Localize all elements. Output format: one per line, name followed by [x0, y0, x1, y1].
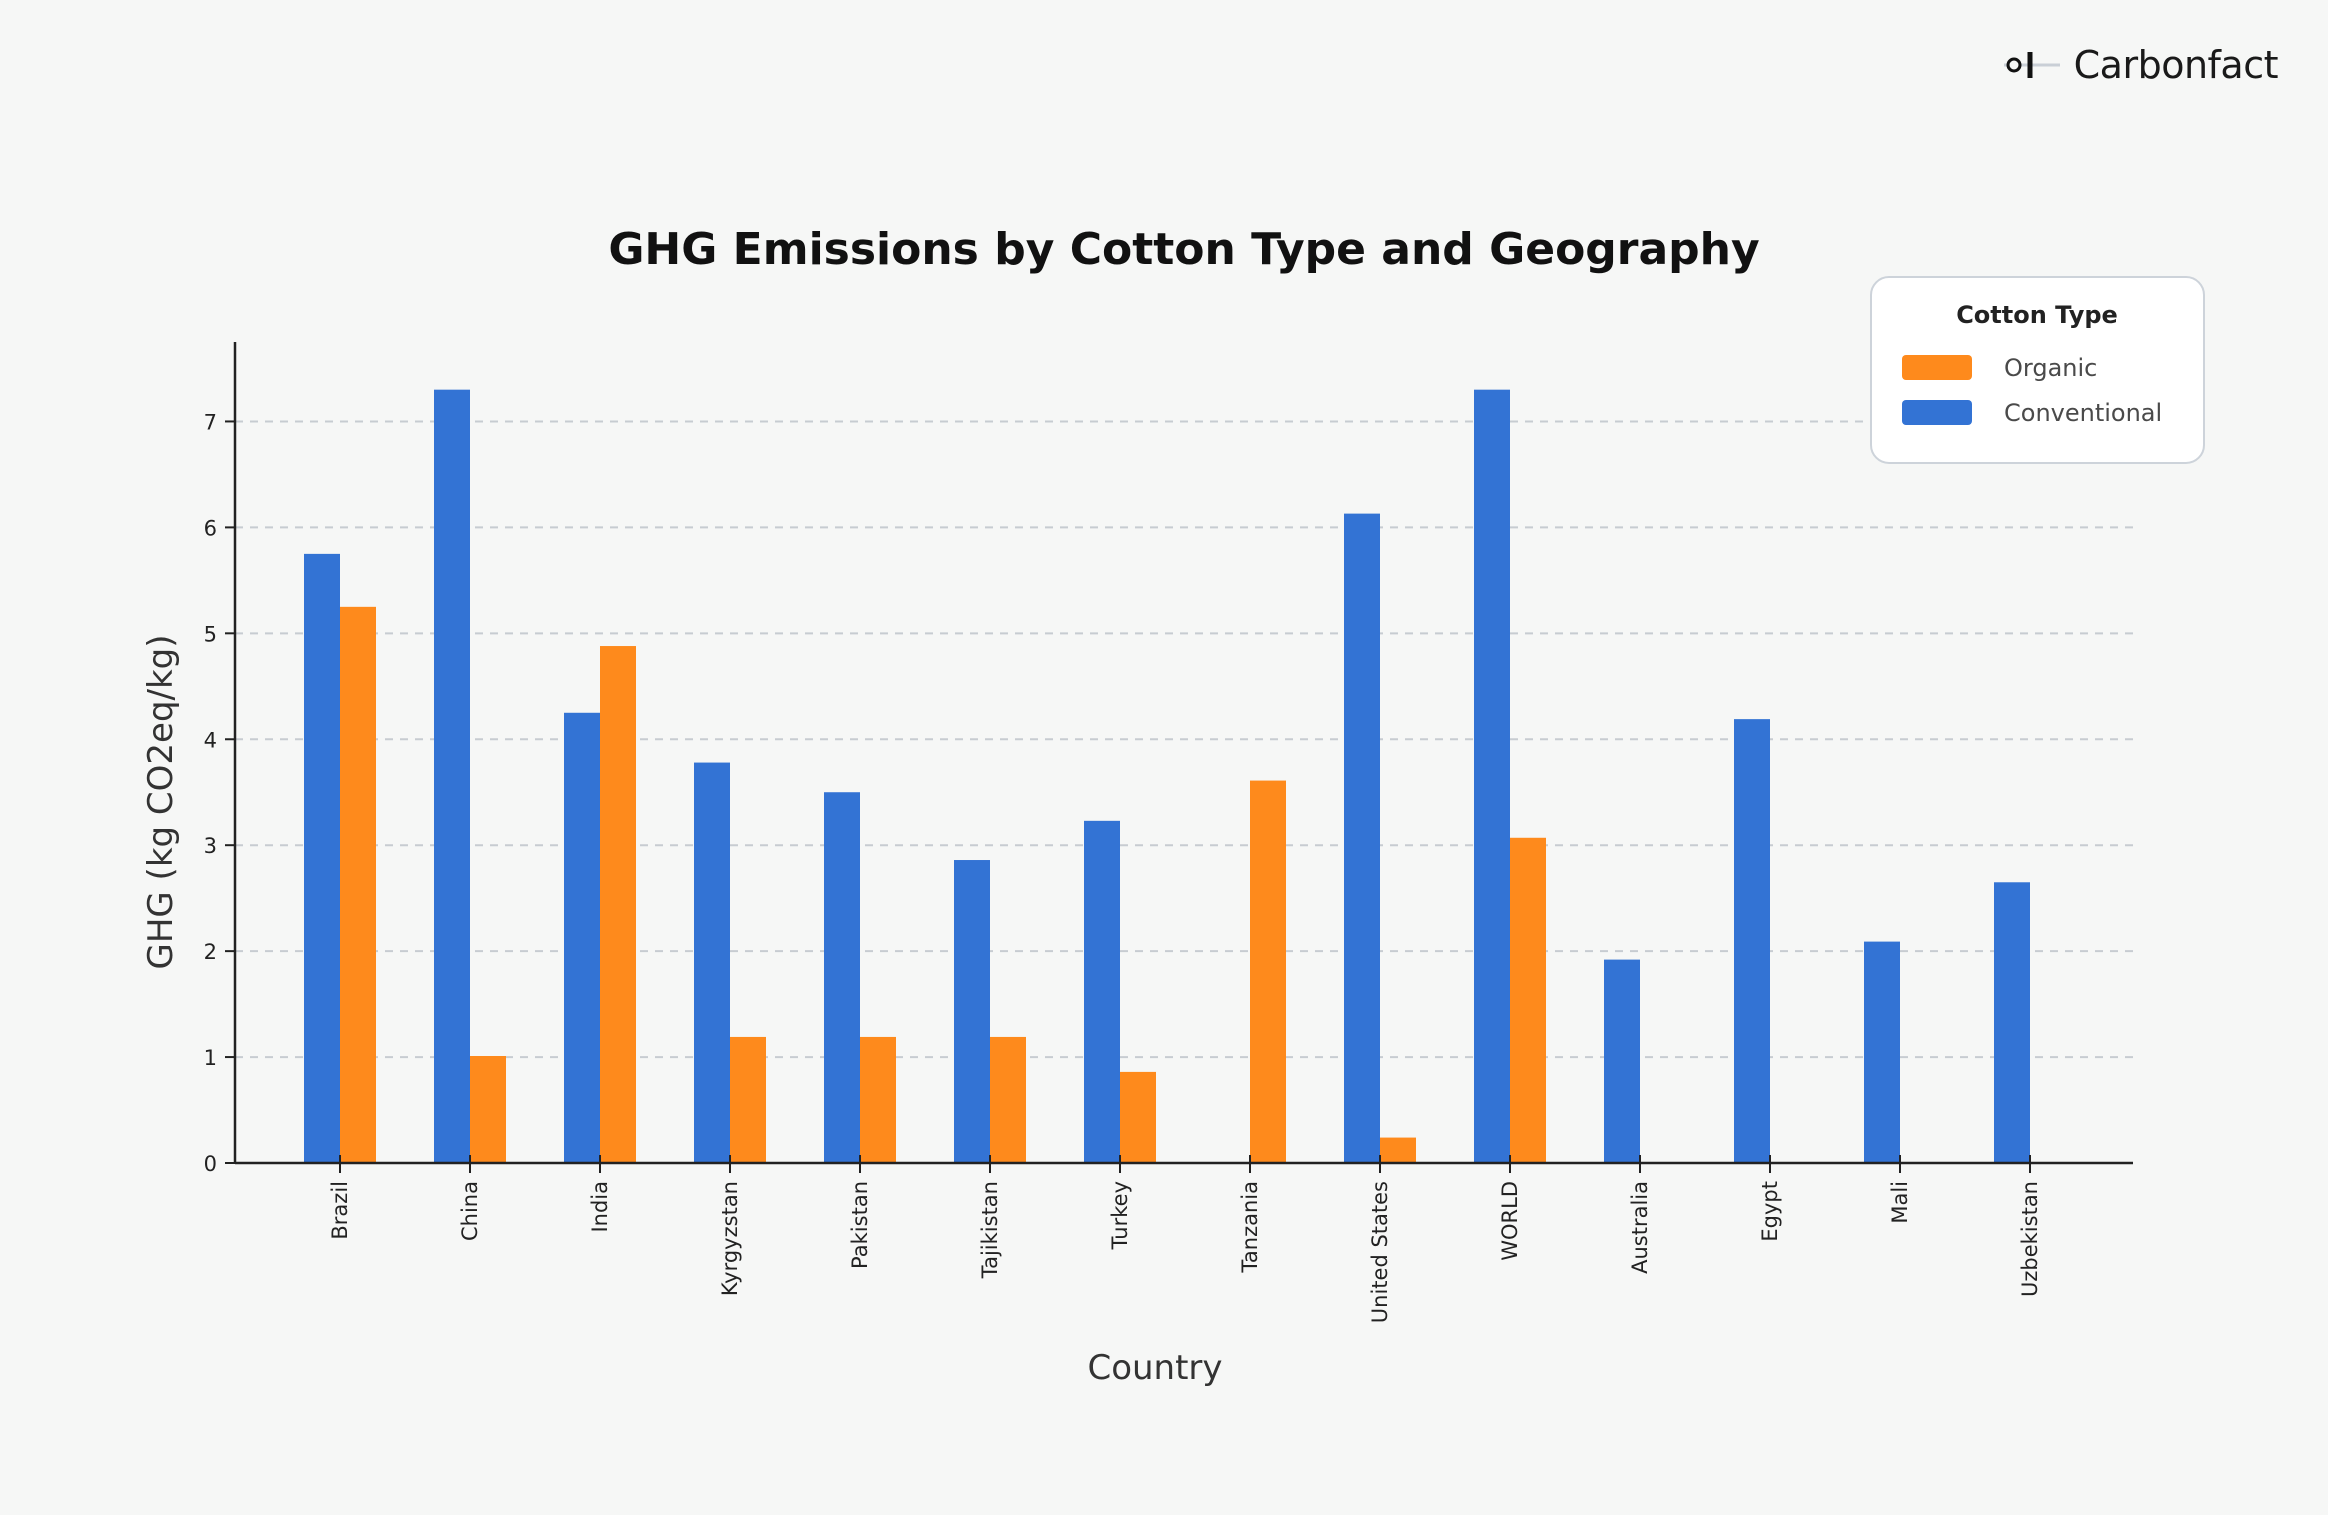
bar-organic [860, 1036, 896, 1163]
x-tick-label: Mali [1888, 1181, 1912, 1224]
bar-conventional [1604, 959, 1640, 1163]
bar-organic [340, 606, 376, 1163]
y-tick-label: 4 [204, 728, 217, 752]
legend-label-organic: Organic [2004, 354, 2097, 382]
y-tick-label: 0 [204, 1152, 217, 1176]
x-tick-label: United States [1368, 1181, 1392, 1323]
bar-conventional [694, 762, 730, 1163]
x-tick-label: China [458, 1181, 482, 1241]
x-tick-label: Brazil [328, 1181, 352, 1240]
y-tick-label: 1 [204, 1046, 217, 1070]
bar-conventional [954, 860, 990, 1163]
bar-organic [1380, 1137, 1416, 1163]
brand-header: Carbonfact [2002, 40, 2279, 90]
x-tick-label: Egypt [1758, 1181, 1782, 1242]
axes [233, 342, 2133, 1165]
bar-conventional [304, 553, 340, 1163]
x-axis-title: Country [1087, 1348, 1222, 1388]
bar-conventional [1474, 389, 1510, 1163]
y-ticks: 0 1 2 3 4 5 6 7 [204, 410, 235, 1176]
chart-title: GHG Emissions by Cotton Type and Geograp… [608, 224, 1759, 275]
legend: Cotton Type Organic Conventional [1870, 276, 2205, 464]
y-tick-label: 3 [204, 834, 217, 858]
y-tick-label: 5 [204, 622, 217, 646]
bar-organic [1510, 837, 1546, 1163]
bar-conventional [564, 712, 600, 1163]
x-ticks: Brazil China India Kyrgyzstan Pakistan Tajiki… [328, 1155, 2042, 1323]
y-tick-label: 6 [204, 516, 217, 540]
y-tick-label: 2 [204, 940, 217, 964]
x-tick-label: Kyrgyzstan [718, 1181, 742, 1296]
x-tick-label: Pakistan [848, 1181, 872, 1269]
legend-swatch-organic [1902, 355, 1972, 380]
bar-conventional [1734, 719, 1770, 1163]
y-axis-title: GHG (kg CO2eq/kg) [141, 634, 181, 969]
bar-conventional [1084, 820, 1120, 1163]
legend-title: Cotton Type [1956, 301, 2118, 329]
x-tick-label: WORLD [1498, 1181, 1522, 1261]
bar-organic [990, 1036, 1026, 1163]
bar-conventional [1994, 882, 2030, 1163]
x-tick-label: Tanzania [1238, 1181, 1262, 1273]
bar-conventional [1344, 513, 1380, 1163]
bar-organic [730, 1036, 766, 1163]
bars [304, 389, 2030, 1163]
brand-name: Carbonfact [2073, 43, 2279, 87]
x-tick-label: Turkey [1108, 1181, 1132, 1250]
legend-label-conventional: Conventional [2004, 399, 2162, 427]
x-tick-label: Uzbekistan [2018, 1181, 2042, 1297]
bar-conventional [434, 389, 470, 1163]
carbonfact-logo-icon [2003, 52, 2060, 78]
x-tick-label: Tajikistan [978, 1181, 1002, 1279]
bar-organic [1120, 1071, 1156, 1163]
x-tick-label: India [588, 1181, 612, 1233]
bar-organic [470, 1056, 506, 1163]
bar-conventional [1864, 941, 1900, 1163]
y-tick-label: 7 [204, 410, 217, 434]
x-tick-label: Australia [1628, 1181, 1652, 1274]
legend-swatch-conventional [1902, 400, 1972, 425]
bar-organic [600, 646, 636, 1163]
bar-conventional [824, 792, 860, 1163]
bar-organic [1250, 780, 1286, 1163]
grid-lines [235, 420, 2133, 1059]
